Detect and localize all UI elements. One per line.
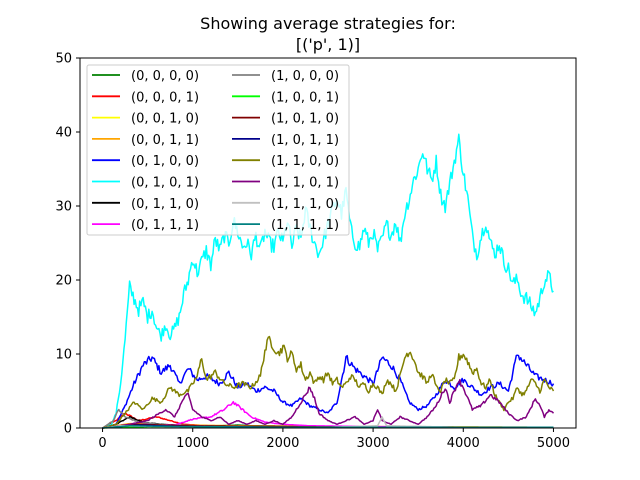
- y-tick-label-2: 20: [55, 274, 72, 289]
- legend: (0, 0, 0, 0) (0, 0, 0, 1) (0, 0, 1, 0) (0, …: [86, 64, 350, 236]
- legend-label-15: (1, 1, 1, 1): [271, 218, 339, 233]
- chart-title: Showing average strategies for: [('p', 1…: [200, 14, 456, 54]
- legend-label-8: (1, 0, 0, 0): [271, 69, 339, 84]
- plot-area-frame: [79, 57, 577, 429]
- chart-title-line-2: [('p', 1)]: [296, 35, 360, 54]
- y-tick-label-5: 50: [55, 52, 72, 67]
- y-tick-label-0: 0: [64, 422, 72, 437]
- y-axis: 0 10 20 30 40 50: [55, 52, 80, 437]
- series-line-12: [102, 335, 555, 429]
- legend-label-13: (1, 1, 0, 1): [271, 176, 339, 191]
- series-line-4: [102, 354, 555, 429]
- x-axis: 0 1000 2000 3000 4000 5000: [98, 428, 570, 451]
- chart-title-line-1: Showing average strategies for:: [200, 14, 456, 33]
- legend-label-0: (0, 0, 0, 0): [131, 69, 199, 84]
- legend-label-6: (0, 1, 1, 0): [131, 197, 199, 212]
- x-tick-label-5: 5000: [537, 436, 570, 451]
- legend-label-2: (0, 0, 1, 0): [131, 112, 199, 127]
- x-tick-label-4: 4000: [447, 436, 480, 451]
- legend-label-5: (0, 1, 0, 1): [131, 176, 199, 191]
- y-tick-label-4: 40: [55, 126, 72, 141]
- legend-label-14: (1, 1, 1, 0): [271, 197, 339, 212]
- legend-label-1: (0, 0, 0, 1): [131, 90, 199, 105]
- x-tick-label-2: 2000: [266, 436, 299, 451]
- x-tick-label-0: 0: [98, 436, 106, 451]
- legend-label-11: (1, 0, 1, 1): [271, 133, 339, 148]
- x-tick-label-1: 1000: [176, 436, 209, 451]
- series-line-13: [102, 378, 555, 429]
- y-tick-label-1: 10: [55, 348, 72, 363]
- y-tick-label-3: 30: [55, 200, 72, 215]
- legend-label-10: (1, 0, 1, 0): [271, 112, 339, 127]
- series-line-15: [102, 425, 554, 429]
- legend-label-3: (0, 0, 1, 1): [131, 133, 199, 148]
- legend-label-9: (1, 0, 0, 1): [271, 90, 339, 105]
- legend-label-12: (1, 1, 0, 0): [271, 154, 339, 169]
- legend-box: [86, 64, 350, 236]
- x-tick-label-3: 3000: [357, 436, 390, 451]
- legend-label-7: (0, 1, 1, 1): [131, 218, 199, 233]
- legend-label-4: (0, 1, 0, 0): [131, 154, 199, 169]
